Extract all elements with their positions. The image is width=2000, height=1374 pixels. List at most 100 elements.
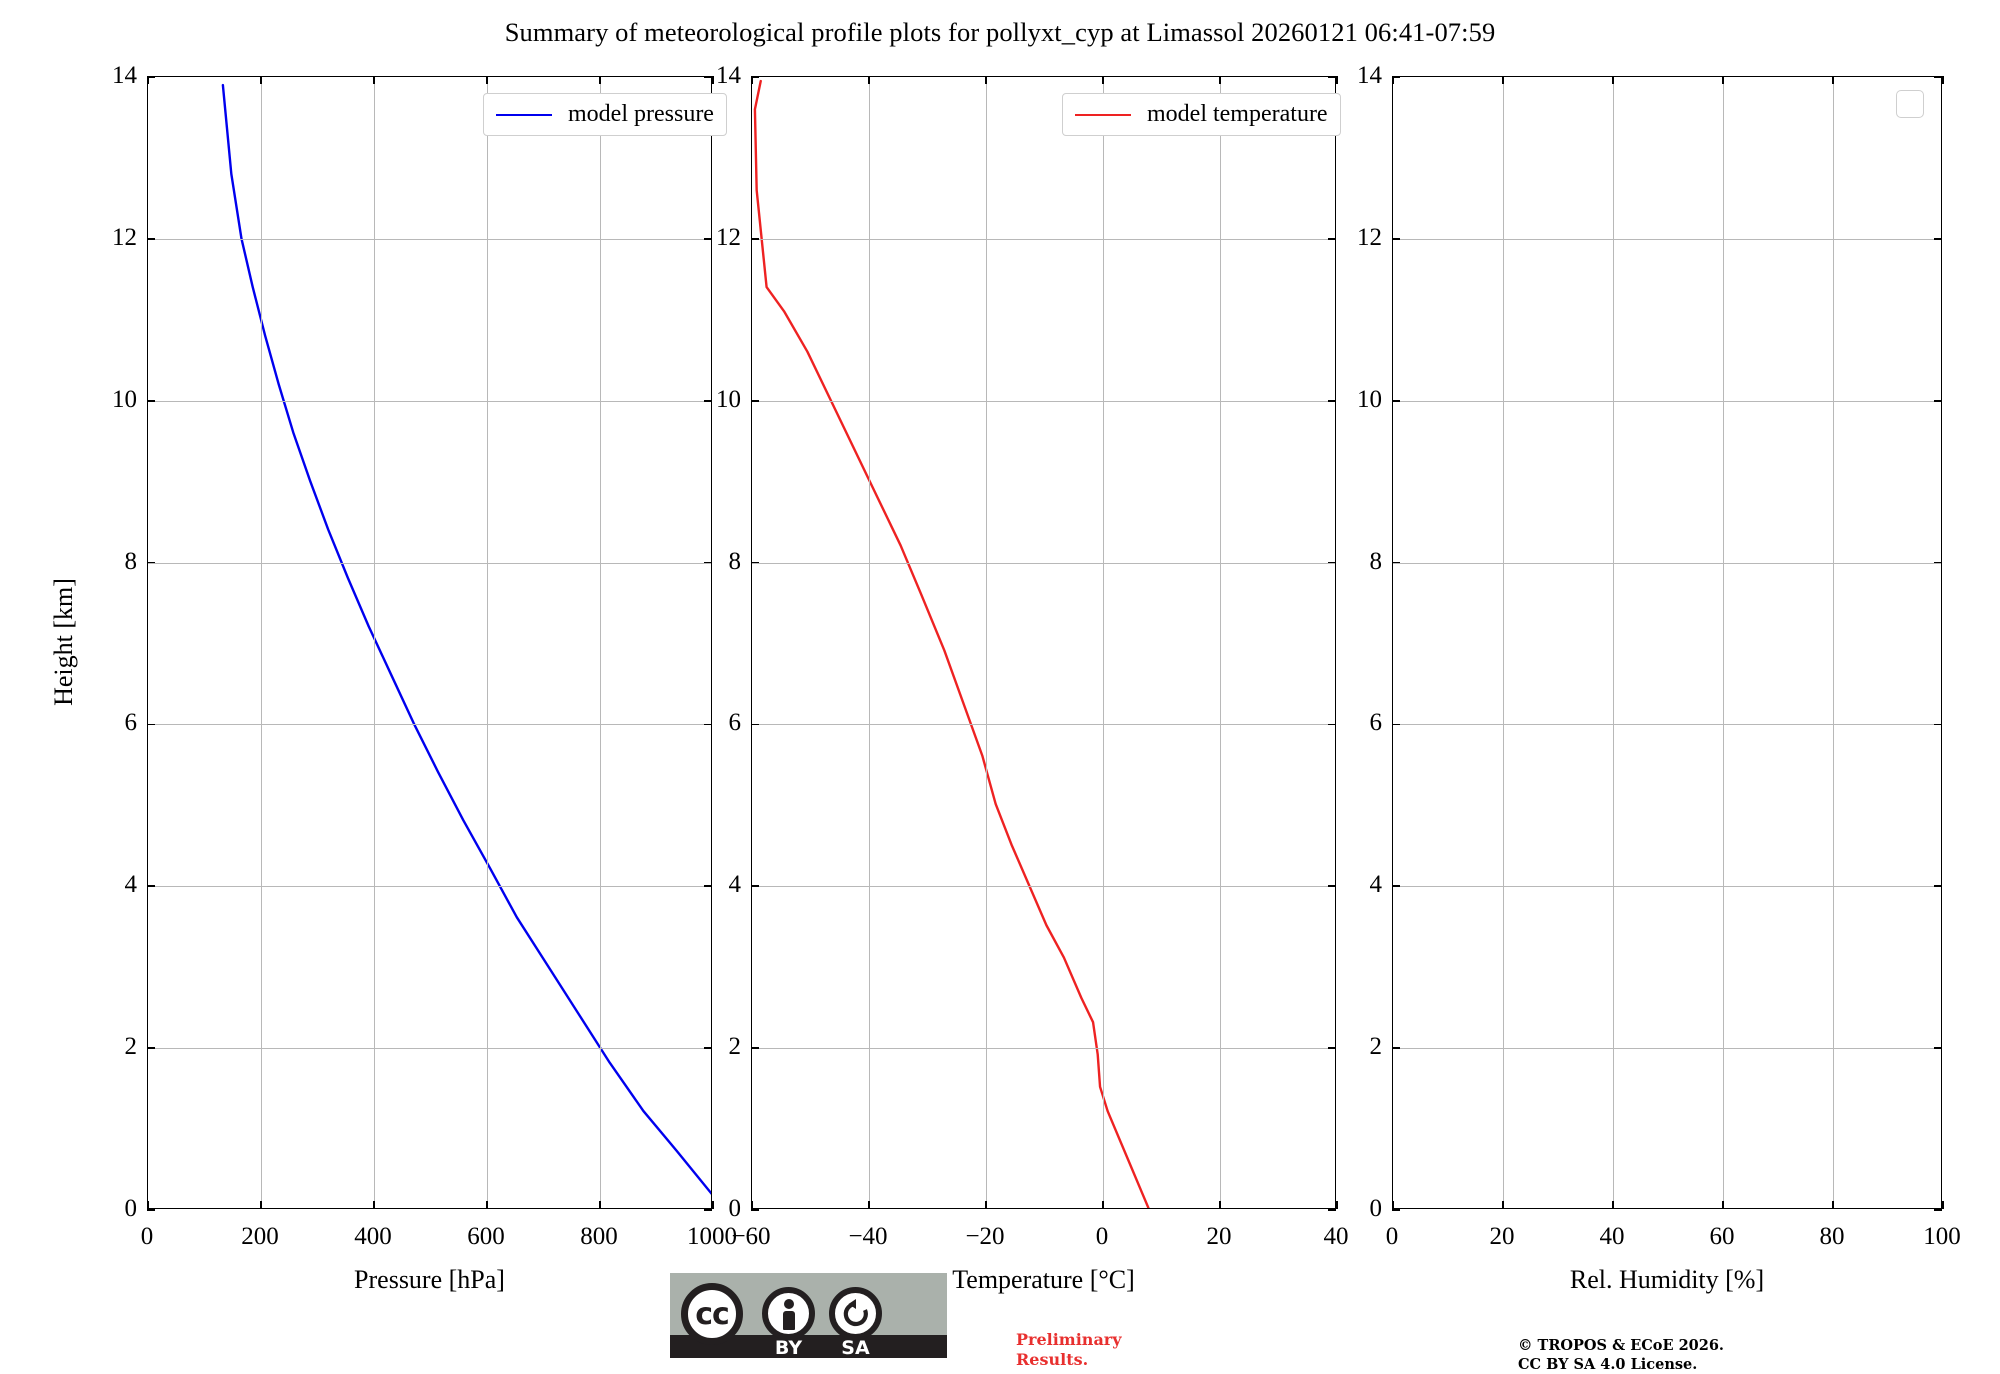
x-tick-label: 1000 — [687, 1223, 737, 1250]
axis-tick — [704, 561, 712, 564]
y-tick-label: 10 — [112, 385, 137, 413]
temperature-series-svg — [752, 77, 1335, 1208]
y-tick-label: 2 — [728, 1033, 742, 1061]
legend-label-temperature: model temperature — [1147, 101, 1328, 127]
axis-tick — [1934, 561, 1942, 564]
axis-tick — [1328, 723, 1336, 726]
gridline-horizontal — [148, 724, 711, 726]
gridline-vertical — [1723, 77, 1724, 1208]
y-tick-label: 14 — [1357, 62, 1382, 89]
gridline-vertical — [986, 77, 987, 1208]
axis-tick — [1934, 885, 1942, 888]
legend-pressure[interactable]: model pressure — [483, 93, 727, 136]
x-tick-label: 40 — [1599, 1223, 1625, 1250]
axis-tick — [1934, 399, 1942, 402]
gridline-vertical — [1613, 77, 1614, 1208]
axis-tick — [751, 76, 759, 78]
axis-tick — [704, 885, 712, 888]
creative-commons-badge: cc BY SA — [670, 1273, 947, 1359]
page-title: Summary of meteorological profile plots … — [504, 17, 1496, 47]
axis-tick — [1934, 76, 1942, 78]
axis-tick — [1934, 238, 1942, 240]
axis-tick — [751, 238, 759, 240]
axis-tick — [1219, 76, 1221, 84]
axis-tick — [373, 1201, 375, 1209]
x-axis-label: Pressure [hPa] — [354, 1265, 505, 1294]
gridline-horizontal — [752, 238, 1335, 240]
person-body — [782, 1310, 795, 1330]
axis-tick — [1942, 76, 1944, 84]
axis-tick — [147, 723, 155, 726]
preliminary-results-note: Preliminary Results. — [1016, 1330, 1122, 1370]
axis-tick — [147, 1209, 155, 1211]
axis-tick — [147, 561, 155, 564]
axis-tick — [751, 399, 759, 402]
axis-tick — [147, 1201, 149, 1209]
axis-tick — [1934, 1047, 1942, 1049]
axis-tick — [704, 1209, 712, 1211]
axis-tick — [147, 238, 155, 240]
x-tick-label: −60 — [731, 1223, 771, 1250]
preliminary-line-2: Results. — [1016, 1350, 1089, 1369]
gridline-vertical — [1220, 77, 1221, 1208]
axis-tick — [1392, 885, 1400, 888]
axis-tick — [147, 885, 155, 888]
gridline-horizontal — [148, 886, 711, 888]
axis-tick — [599, 76, 601, 84]
x-tick-label: 20 — [1206, 1223, 1232, 1250]
y-tick-label: 0 — [124, 1195, 138, 1222]
legend-humidity-empty[interactable] — [1896, 90, 1924, 118]
axis-tick — [751, 561, 759, 564]
y-tick-label: 0 — [1369, 1195, 1383, 1222]
x-tick-label: 600 — [467, 1223, 505, 1250]
axis-tick — [1392, 76, 1400, 78]
axis-tick — [712, 76, 714, 84]
axis-tick — [704, 399, 712, 402]
person-head — [783, 1298, 794, 1309]
gridline-horizontal — [752, 562, 1335, 564]
axis-tick — [1612, 1201, 1614, 1209]
legend-temperature[interactable]: model temperature — [1062, 93, 1341, 136]
gridline-horizontal — [1393, 1048, 1941, 1050]
x-tick-label: 0 — [1385, 1223, 1399, 1250]
axis-tick — [751, 76, 753, 84]
axis-tick — [486, 76, 488, 84]
y-tick-label: 8 — [124, 547, 138, 575]
axis-tick — [1722, 1201, 1724, 1209]
axis-tick — [1392, 399, 1400, 402]
x-tick-label: 0 — [1095, 1223, 1109, 1250]
y-tick-label: 10 — [1357, 385, 1382, 413]
copyright-note: © TROPOS & ECoE 2026. CC BY SA 4.0 Licen… — [1518, 1337, 1724, 1374]
gridline-vertical — [487, 77, 488, 1208]
axis-tick — [704, 1047, 712, 1049]
axis-tick — [751, 1201, 753, 1209]
axis-tick — [1328, 885, 1336, 888]
gridline-vertical — [261, 77, 262, 1208]
gridline-horizontal — [1393, 562, 1941, 564]
y-tick-label: 0 — [728, 1195, 742, 1222]
axis-tick — [868, 1201, 870, 1209]
axis-tick — [1502, 76, 1504, 84]
humidity-series-svg — [1393, 77, 1941, 1208]
axis-tick — [751, 723, 759, 726]
axis-tick — [1832, 1201, 1834, 1209]
gridline-vertical — [869, 77, 870, 1208]
gridline-horizontal — [752, 400, 1335, 402]
axis-tick — [712, 1201, 714, 1209]
y-tick-label: 6 — [1369, 709, 1383, 737]
gridline-horizontal — [1393, 238, 1941, 240]
gridline-horizontal — [1393, 400, 1941, 402]
x-tick-label: −20 — [965, 1223, 1005, 1250]
person-glyph — [782, 1298, 795, 1330]
axis-tick — [1328, 1209, 1336, 1211]
gridline-horizontal — [148, 400, 711, 402]
legend-label-pressure: model pressure — [568, 101, 714, 127]
copyright-line-2: CC BY SA 4.0 License. — [1518, 1355, 1698, 1373]
x-tick-label: 800 — [580, 1223, 618, 1250]
axis-tick — [1219, 1201, 1221, 1209]
gridline-horizontal — [752, 1048, 1335, 1050]
cc-logo-icon: cc — [681, 1283, 743, 1345]
y-tick-label: 14 — [716, 62, 741, 89]
axis-tick — [260, 1201, 262, 1209]
